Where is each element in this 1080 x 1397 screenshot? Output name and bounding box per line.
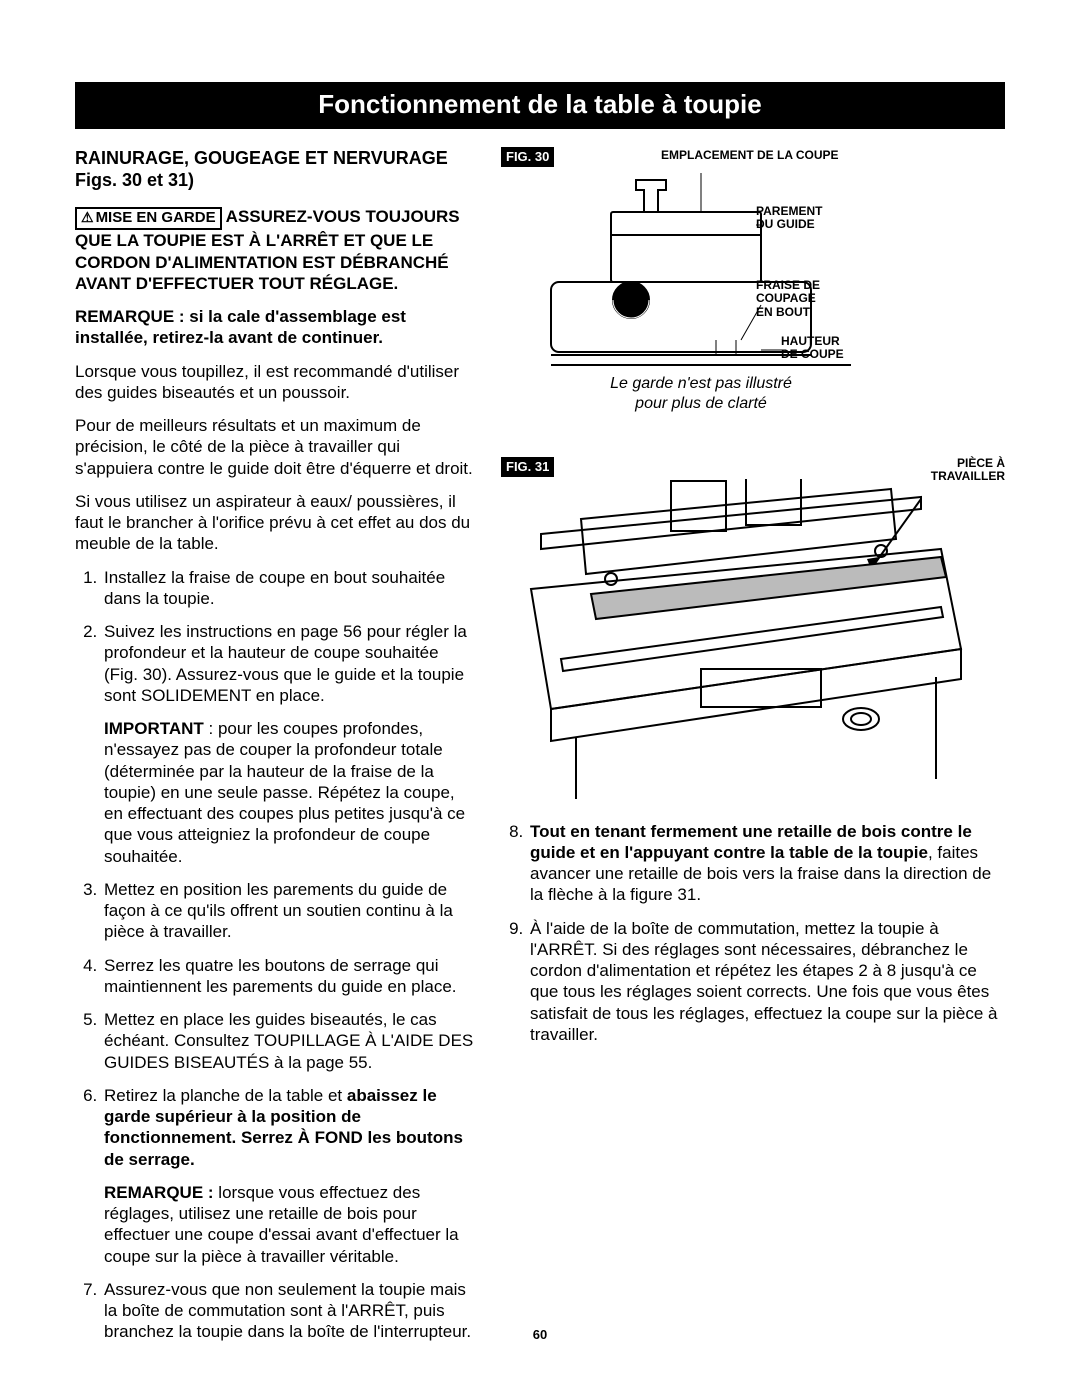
heading-line2: Figs. 30 et 31) (75, 170, 194, 190)
right-column: FIG. 30 EMPLACEMENT DE LA COUPE PAREMENT… (501, 147, 1005, 1355)
callout-emplacement: EMPLACEMENT DE LA COUPE (661, 149, 839, 163)
paragraph-2: Pour de meilleurs résultats et un maximu… (75, 415, 475, 479)
step-6-remark: REMARQUE : lorsque vous effectuez des ré… (104, 1182, 475, 1267)
content-columns: RAINURAGE, GOUGEAGE ET NERVURAGE Figs. 3… (75, 147, 1005, 1355)
step-3: Mettez en position les parements du guid… (102, 879, 475, 943)
step-8-bold: Tout en tenant fermement une retaille de… (530, 822, 972, 862)
step-2-important: IMPORTANT : pour les coupes profondes, n… (104, 718, 475, 867)
page: Fonctionnement de la table à toupie RAIN… (0, 0, 1080, 1397)
heading-line1: RAINURAGE, GOUGEAGE ET NERVURAGE (75, 148, 448, 168)
step-1: Installez la fraise de coupe en bout sou… (102, 567, 475, 610)
page-number: 60 (0, 1327, 1080, 1343)
figure-30: FIG. 30 EMPLACEMENT DE LA COUPE PAREMENT… (501, 147, 1005, 417)
figure-31: FIG. 31 PIÈCE À TRAVAILLER (501, 457, 1005, 797)
section-heading: RAINURAGE, GOUGEAGE ET NERVURAGE Figs. 3… (75, 147, 475, 192)
step-6-remark-label: REMARQUE : (104, 1183, 214, 1202)
fig-30-svg (511, 165, 881, 390)
warning-box: MISE EN GARDE (75, 207, 222, 231)
step-6-pre: Retirez la planche de la table et (104, 1086, 347, 1105)
important-text: : pour les coupes profondes, n'essayez p… (104, 719, 465, 866)
page-title: Fonctionnement de la table à toupie (318, 89, 762, 119)
remark-1: REMARQUE : si la cale d'assemblage est i… (75, 306, 475, 349)
fig-31-svg (521, 479, 981, 799)
important-label: IMPORTANT (104, 719, 204, 738)
fig-30-caption: Le garde n'est pas illustré pour plus de… (561, 374, 841, 414)
steps-list-left: Installez la fraise de coupe en bout sou… (75, 567, 475, 1343)
step-8: Tout en tenant fermement une retaille de… (528, 821, 1005, 906)
steps-list-right: Tout en tenant fermement une retaille de… (501, 821, 1005, 1046)
step-9: À l'aide de la boîte de commutation, met… (528, 918, 1005, 1046)
step-6: Retirez la planche de la table et abaiss… (102, 1085, 475, 1267)
fig-31-tag: FIG. 31 (501, 457, 554, 477)
paragraph-1: Lorsque vous toupillez, il est recommand… (75, 361, 475, 404)
page-title-bar: Fonctionnement de la table à toupie (75, 82, 1005, 129)
left-column: RAINURAGE, GOUGEAGE ET NERVURAGE Figs. 3… (75, 147, 475, 1355)
step-2-text: Suivez les instructions en page 56 pour … (104, 622, 467, 705)
paragraph-3: Si vous utilisez un aspirateur à eaux/ p… (75, 491, 475, 555)
step-2: Suivez les instructions en page 56 pour … (102, 621, 475, 867)
step-4: Serrez les quatre les boutons de serrage… (102, 955, 475, 998)
warning-paragraph: MISE EN GARDE ASSUREZ-VOUS TOUJOURS QUE … (75, 206, 475, 295)
step-5: Mettez en place les guides biseautés, le… (102, 1009, 475, 1073)
